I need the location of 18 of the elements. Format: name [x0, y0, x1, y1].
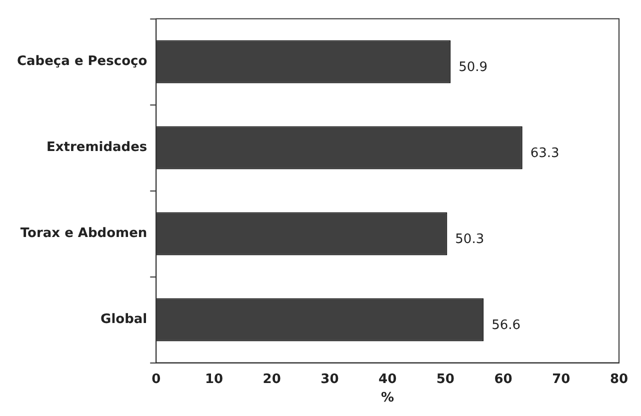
x-tick-label: 70	[552, 372, 570, 387]
data-label: 50.9	[458, 60, 488, 76]
data-label: 50.3	[455, 232, 484, 248]
x-axis-title: %	[381, 390, 394, 406]
x-tick-label: 60	[494, 372, 512, 387]
data-label: 63.3	[530, 146, 560, 162]
y-tick-label: Torax e Abdomen	[20, 226, 148, 242]
x-tick-label: 50	[436, 372, 454, 387]
data-label: 56.6	[492, 318, 521, 334]
y-tick-label: Global	[100, 312, 148, 328]
x-tick-label: 0	[152, 372, 161, 387]
x-tick-label: 40	[378, 372, 397, 387]
x-tick-label: 10	[204, 372, 224, 387]
y-tick-label: Extremidades	[46, 140, 148, 156]
x-tick-label: 30	[320, 372, 339, 387]
x-tick-label: 80	[610, 372, 628, 387]
y-tick-label: Cabeça e Pescoço	[17, 54, 148, 70]
x-tick-label: 20	[262, 372, 281, 387]
